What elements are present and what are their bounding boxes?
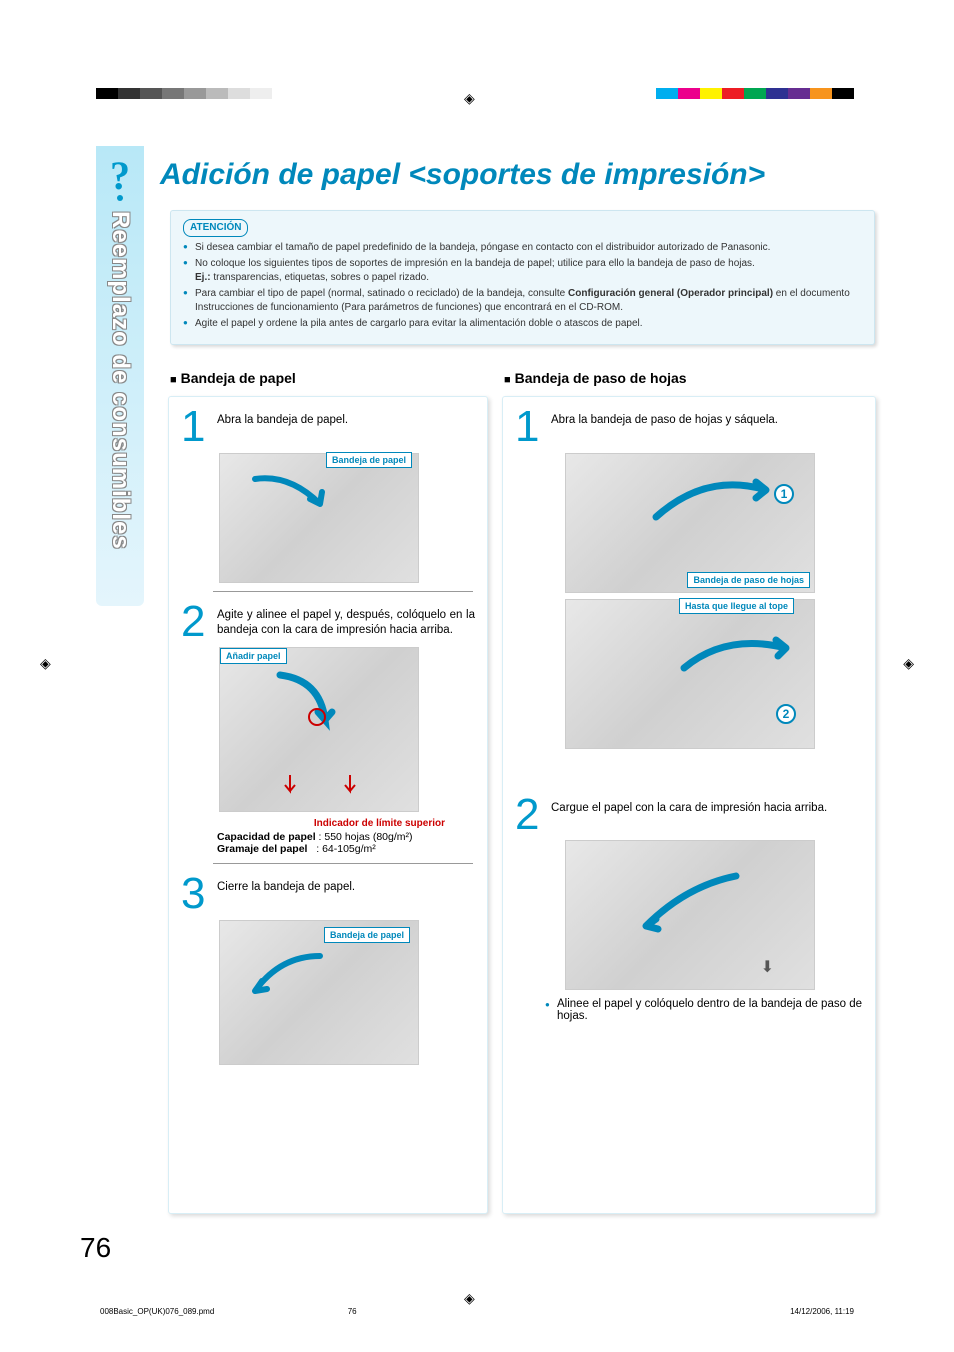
page-content: ? Reemplazo de consumibles Adición de pa… <box>80 108 890 1258</box>
attention-list: Si desea cambiar el tamaño de papel pred… <box>183 241 862 331</box>
step-number: 1 <box>181 407 209 447</box>
attention-label: ATENCIÓN <box>183 219 248 237</box>
callout-label: Bandeja de papel <box>326 452 412 468</box>
reg-mark-right: ◈ <box>903 655 914 672</box>
arrow-icon <box>646 472 786 542</box>
arrow-icon <box>250 474 340 524</box>
arrow-icon <box>626 871 776 951</box>
section-tab-label: Reemplazo de consumibles <box>106 211 134 550</box>
attention-item: Agite el papel y ordene la pila antes de… <box>183 317 862 331</box>
spec-weight: Gramaje del papel : 64-105g/m² <box>217 843 475 855</box>
right-note: Alinee el papel y colóquelo dentro de la… <box>545 998 863 1022</box>
divider <box>213 863 473 864</box>
attention-item: No coloque los siguientes tipos de sopor… <box>183 257 862 284</box>
footer-file: 008Basic_OP(UK)076_089.pmd <box>100 1307 214 1316</box>
step-number: 2 <box>515 795 543 835</box>
step-text: Cierre la bandeja de papel. <box>217 874 355 895</box>
footer-date: 14/12/2006, 11:19 <box>790 1307 854 1316</box>
left-step-1: 1 Abra la bandeja de papel. <box>181 407 475 447</box>
circle-number-2: 2 <box>776 704 796 724</box>
attention-item: Si desea cambiar el tamaño de papel pred… <box>183 241 862 255</box>
footer-page: 76 <box>348 1307 357 1316</box>
down-arrow-icon: ⬇ <box>761 957 774 977</box>
arrow-icon <box>676 628 806 688</box>
footer: 008Basic_OP(UK)076_089.pmd 76 14/12/2006… <box>100 1307 854 1316</box>
reg-mark-bottom: ◈ <box>464 1290 475 1307</box>
step-text: Agite y alinee el papel y, después, coló… <box>217 602 475 638</box>
right-step-2: 2 Cargue el papel con la cara de impresi… <box>515 795 863 835</box>
section-tab: ? Reemplazo de consumibles <box>96 146 144 606</box>
colorbar-grayscale <box>96 88 294 99</box>
left-step-3: 3 Cierre la bandeja de papel. <box>181 874 475 914</box>
colorbar-color <box>656 88 854 99</box>
printer-illustration: Bandeja de papel <box>219 453 419 583</box>
arrow-icon <box>270 670 380 740</box>
right-step-1: 1 Abra la bandeja de paso de hojas y sáq… <box>515 407 863 447</box>
page-number: 76 <box>80 1232 111 1264</box>
right-column: 1 Abra la bandeja de paso de hojas y sáq… <box>502 396 876 1214</box>
red-caption: Indicador de límite superior <box>181 818 445 829</box>
paper-tray-illustration: Añadir papel <box>219 647 419 812</box>
step-number: 1 <box>515 407 543 447</box>
printer-close-illustration: Bandeja de papel <box>219 920 419 1065</box>
bypass-tray-illustration-1: 1 Bandeja de paso de hojas <box>565 453 815 593</box>
right-heading: ■Bandeja de paso de hojas <box>504 370 687 386</box>
step-text: Abra la bandeja de papel. <box>217 407 348 428</box>
step-number: 2 <box>181 602 209 642</box>
arrow-icon <box>240 951 340 1011</box>
left-heading-text: Bandeja de papel <box>181 370 296 386</box>
reg-mark-left: ◈ <box>40 655 51 672</box>
callout-label: Bandeja de paso de hojas <box>687 572 810 588</box>
reg-mark-top: ◈ <box>464 90 475 107</box>
step-text: Cargue el papel con la cara de impresión… <box>551 795 827 816</box>
left-heading: ■Bandeja de papel <box>170 370 296 386</box>
callout-label: Hasta que llegue al tope <box>679 598 794 614</box>
spec-capacity: Capacidad de papel : 550 hojas (80g/m²) <box>217 831 475 843</box>
callout-label: Añadir papel <box>220 648 287 664</box>
attention-box: ATENCIÓN Si desea cambiar el tamaño de p… <box>170 210 875 345</box>
divider <box>213 591 473 592</box>
page-title: Adición de papel <soportes de impresión> <box>160 158 765 192</box>
arrow-small-icon <box>280 773 370 803</box>
dot-icon <box>117 195 123 201</box>
question-mark-icon: ? <box>110 152 130 199</box>
load-paper-illustration: ⬇ <box>565 840 815 990</box>
attention-item: Para cambiar el tipo de papel (normal, s… <box>183 287 862 314</box>
step-text: Abra la bandeja de paso de hojas y sáque… <box>551 407 778 428</box>
right-heading-text: Bandeja de paso de hojas <box>515 370 687 386</box>
step-number: 3 <box>181 874 209 914</box>
bypass-tray-illustration-2: Hasta que llegue al tope 2 <box>565 599 815 749</box>
callout-label: Bandeja de papel <box>324 927 410 943</box>
left-step-2: 2 Agite y alinee el papel y, después, co… <box>181 602 475 642</box>
left-column: 1 Abra la bandeja de papel. Bandeja de p… <box>168 396 488 1214</box>
